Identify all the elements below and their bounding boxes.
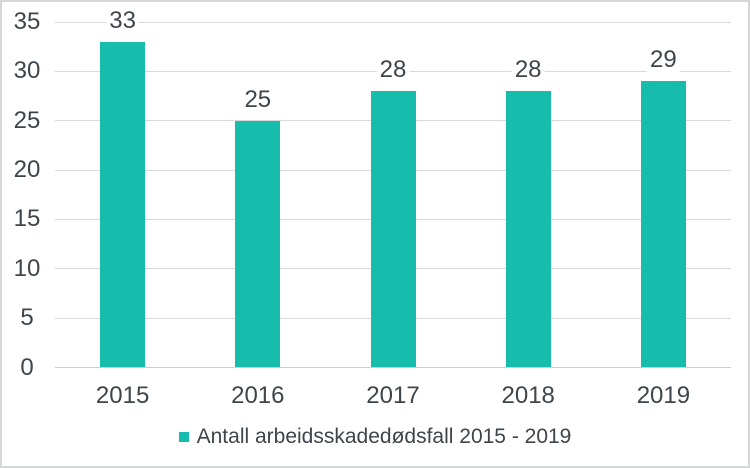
y-axis-tick-label: 10: [13, 254, 41, 282]
data-label-2017: 28: [376, 57, 410, 84]
y-axis-tick-label: 35: [13, 8, 41, 35]
bar-2015: [100, 41, 146, 368]
x-axis-tick-label-2019: 2019: [636, 382, 691, 409]
data-label-2015: 33: [106, 7, 139, 34]
y-axis-tick-label: 20: [13, 156, 41, 184]
bar-2016: [235, 120, 281, 368]
x-axis-tick-label-2016: 2016: [231, 382, 285, 409]
data-label-2019: 29: [647, 47, 680, 74]
y-axis-tick-label: 30: [13, 57, 41, 85]
gridline-y-35: [55, 21, 731, 23]
x-axis-tick-label-2017: 2017: [366, 382, 420, 409]
y-axis-tick-label: 5: [20, 304, 34, 332]
legend: Antall arbeidsskadedødsfall 2015 - 2019: [0, 424, 750, 450]
y-axis-tick-label: 15: [13, 205, 41, 233]
data-label-2018: 28: [511, 57, 545, 84]
x-axis-tick-label-2015: 2015: [95, 382, 150, 409]
legend-series-swatch: [178, 432, 189, 442]
gridline-y-0: [55, 367, 731, 368]
y-axis-tick-label: 0: [20, 353, 34, 381]
x-axis-tick-label-2018: 2018: [501, 382, 555, 409]
bar-2018: [505, 91, 551, 368]
bar-2017: [370, 91, 416, 368]
y-axis-tick-label: 25: [13, 106, 41, 134]
bar-2019: [640, 81, 686, 368]
legend-series-label: Antall arbeidsskadedødsfall 2015 - 2019: [196, 425, 572, 448]
data-label-2016: 25: [241, 86, 275, 113]
